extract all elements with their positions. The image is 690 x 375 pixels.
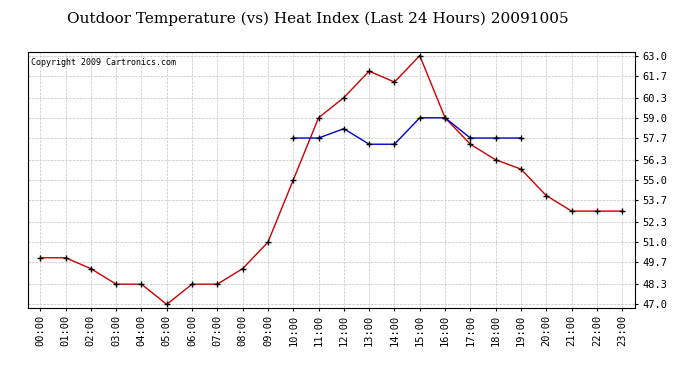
Text: Copyright 2009 Cartronics.com: Copyright 2009 Cartronics.com	[30, 58, 176, 67]
Text: Outdoor Temperature (vs) Heat Index (Last 24 Hours) 20091005: Outdoor Temperature (vs) Heat Index (Las…	[67, 11, 568, 26]
